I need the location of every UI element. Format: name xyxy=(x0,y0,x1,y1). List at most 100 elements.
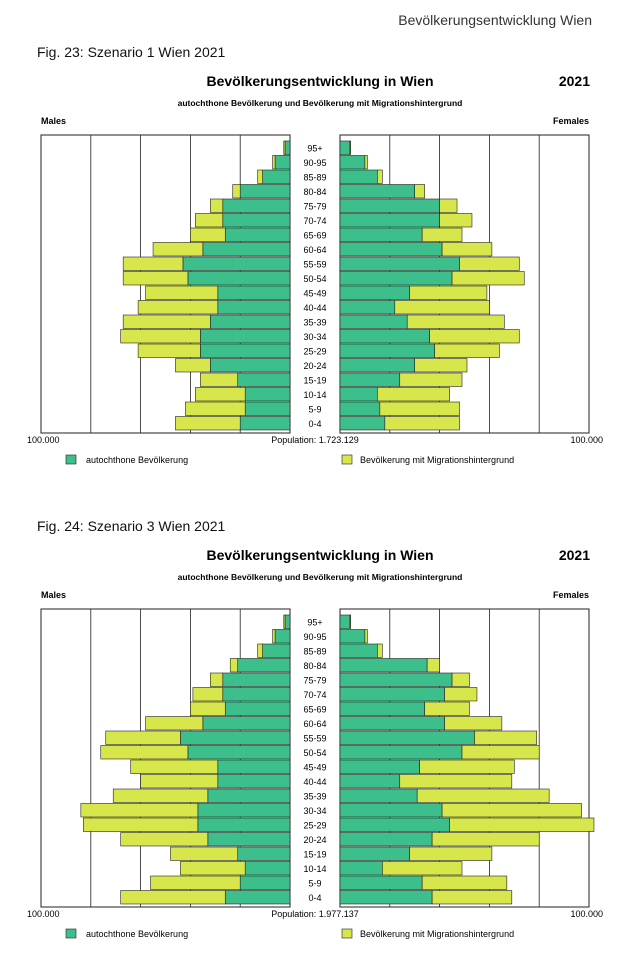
female-autochthon-bar xyxy=(339,227,423,242)
female-migration-bar xyxy=(421,875,508,890)
female-migration-bar xyxy=(399,372,463,387)
male-migration-bar xyxy=(145,716,204,731)
running-header: Bevölkerungsentwicklung Wien xyxy=(398,12,592,28)
female-autochthon-bar xyxy=(339,169,378,184)
female-autochthon-bar xyxy=(339,372,401,387)
age-group-label: 10-14 xyxy=(303,864,326,874)
legend-swatch-autochthon xyxy=(65,928,77,939)
age-group-label: 0-4 xyxy=(308,893,321,903)
age-group-label: 40-44 xyxy=(303,777,326,787)
age-group-label: 90-95 xyxy=(303,158,326,168)
male-migration-bar xyxy=(272,155,276,170)
legend-label-autochthon: autochthone Bevölkerung xyxy=(86,455,188,465)
age-group-label: 70-74 xyxy=(303,690,326,700)
male-migration-bar xyxy=(145,285,219,300)
female-migration-bar xyxy=(382,861,463,876)
male-autochthon-bar xyxy=(237,658,291,673)
legend-label-autochthon: autochthone Bevölkerung xyxy=(86,929,188,939)
age-group-label: 20-24 xyxy=(303,835,326,845)
male-autochthon-bar xyxy=(217,774,291,789)
chart-title: Bevölkerungsentwicklung in Wien xyxy=(206,73,433,89)
age-group-label: 65-69 xyxy=(303,231,326,241)
female-autochthon-bar xyxy=(339,745,463,760)
male-migration-bar xyxy=(192,687,224,702)
female-autochthon-bar xyxy=(339,658,428,673)
female-autochthon-bar xyxy=(339,672,453,687)
male-migration-bar xyxy=(185,401,246,416)
male-migration-bar xyxy=(120,890,226,905)
female-autochthon-bar xyxy=(339,759,420,774)
female-migration-bar xyxy=(449,817,595,832)
female-autochthon-bar xyxy=(339,184,415,199)
male-autochthon-bar xyxy=(210,358,291,373)
age-group-label: 35-39 xyxy=(303,318,326,328)
right-axis-label: 100.000 xyxy=(570,909,603,919)
male-autochthon-bar xyxy=(217,285,291,300)
age-group-label: 85-89 xyxy=(303,647,326,657)
female-autochthon-bar xyxy=(339,387,378,402)
male-autochthon-bar xyxy=(262,169,291,184)
male-autochthon-bar xyxy=(244,861,291,876)
female-migration-bar xyxy=(349,614,352,629)
female-migration-bar xyxy=(431,890,513,905)
female-autochthon-bar xyxy=(339,198,440,213)
female-migration-bar xyxy=(409,846,493,861)
age-group-label: 60-64 xyxy=(303,245,326,255)
female-autochthon-bar xyxy=(339,271,453,286)
male-migration-bar xyxy=(130,759,219,774)
male-autochthon-bar xyxy=(224,227,291,242)
male-autochthon-bar xyxy=(207,832,291,847)
male-autochthon-bar xyxy=(187,745,291,760)
male-migration-bar xyxy=(122,256,184,271)
female-migration-bar xyxy=(414,184,425,199)
age-group-label: 75-79 xyxy=(303,202,326,212)
female-migration-bar xyxy=(451,271,525,286)
male-migration-bar xyxy=(152,242,204,257)
male-migration-bar xyxy=(195,213,224,228)
male-migration-bar xyxy=(150,875,241,890)
male-migration-bar xyxy=(80,803,199,818)
female-migration-bar xyxy=(416,788,550,803)
age-group-label: 15-19 xyxy=(303,850,326,860)
male-autochthon-bar xyxy=(200,343,291,358)
female-migration-bar xyxy=(384,416,460,431)
figure-caption-24: Fig. 24: Szenario 3 Wien 2021 xyxy=(37,518,226,534)
age-group-label: 75-79 xyxy=(303,676,326,686)
male-migration-bar xyxy=(137,343,201,358)
male-autochthon-bar xyxy=(237,846,291,861)
male-autochthon-bar xyxy=(224,890,291,905)
chart-subtitle: autochthone Bevölkerung und Bevölkerung … xyxy=(178,572,463,582)
female-autochthon-bar xyxy=(339,155,366,170)
age-group-label: 95+ xyxy=(307,144,322,154)
female-autochthon-bar xyxy=(339,861,383,876)
female-migration-bar xyxy=(379,401,460,416)
female-migration-bar xyxy=(399,774,513,789)
age-group-label: 25-29 xyxy=(303,347,326,357)
male-migration-bar xyxy=(257,169,263,184)
female-autochthon-bar xyxy=(339,629,366,644)
male-migration-bar xyxy=(100,745,189,760)
male-migration-bar xyxy=(195,387,246,402)
population-total: Population: 1.723.129 xyxy=(271,435,359,445)
male-autochthon-bar xyxy=(222,198,291,213)
female-migration-bar xyxy=(424,701,470,716)
population-pyramid-scenario-1: Bevölkerungsentwicklung in Wien 2021 autoc… xyxy=(27,73,603,465)
legend-label-migration: Bevölkerung mit Migrationshintergrund xyxy=(360,455,514,465)
age-group-label: 40-44 xyxy=(303,303,326,313)
males-label: Males xyxy=(41,116,66,126)
age-group-label: 60-64 xyxy=(303,719,326,729)
male-migration-bar xyxy=(112,788,209,803)
male-autochthon-bar xyxy=(197,803,291,818)
female-autochthon-bar xyxy=(339,242,443,257)
legend-swatch-autochthon xyxy=(65,454,77,465)
female-migration-bar xyxy=(434,343,500,358)
age-group-label: 95+ xyxy=(307,618,322,628)
age-group-label: 30-34 xyxy=(303,806,326,816)
male-migration-bar xyxy=(210,198,224,213)
male-autochthon-bar xyxy=(200,329,291,344)
male-migration-bar xyxy=(257,643,263,658)
age-group-label: 0-4 xyxy=(308,419,321,429)
legend-swatch-migration xyxy=(341,928,353,939)
age-group-label: 70-74 xyxy=(303,216,326,226)
age-group-label: 45-49 xyxy=(303,763,326,773)
